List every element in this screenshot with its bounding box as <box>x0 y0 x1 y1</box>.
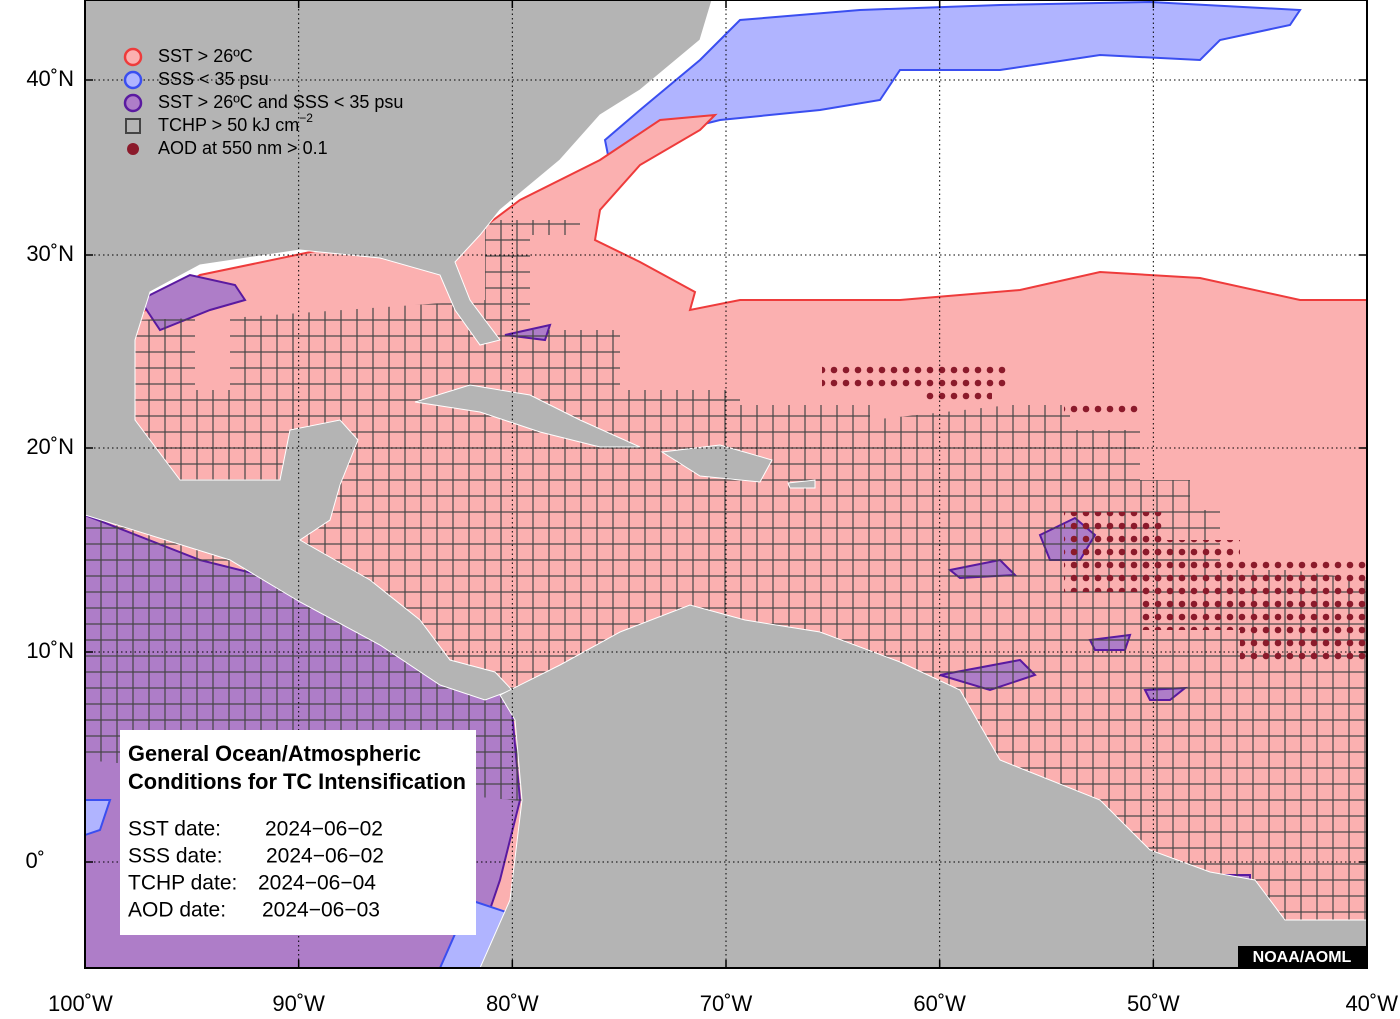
legend-label: SSS < 35 psu <box>158 69 269 89</box>
legend-label: TCHP > 50 kJ cm−2 <box>158 111 313 135</box>
y-tick-label: 0˚ <box>25 848 45 873</box>
axes: 100˚W 90˚W 80˚W 70˚W 60˚W 50˚W 40˚W 0˚ 10˚N 20˚N 3… <box>25 0 1398 1016</box>
legend-label-text: TCHP > 50 kJ cm <box>158 115 299 135</box>
legend-swatch <box>123 70 143 90</box>
legend-swatch <box>125 118 141 134</box>
legend-label: AOD at 550 nm > 0.1 <box>158 138 328 158</box>
legend-label: SST > 26ºC and SSS < 35 psu <box>158 92 403 112</box>
x-tick-label: 70˚W <box>700 991 753 1016</box>
y-tick-label: 40˚N <box>26 66 74 91</box>
x-tick-label: 80˚W <box>486 991 539 1016</box>
info-value: 2024−06−02 <box>266 845 384 868</box>
legend-swatch <box>123 47 143 67</box>
legend-label-sup: −2 <box>299 111 313 125</box>
info-value: 2024−06−02 <box>265 818 383 841</box>
land <box>85 0 1367 968</box>
legend-swatch <box>127 143 139 155</box>
info-label: SSS date: <box>128 845 223 868</box>
info-value: 2024−06−03 <box>262 899 380 922</box>
x-tick-label: 90˚W <box>272 991 325 1016</box>
legend-label: SST > 26ºC <box>158 46 253 66</box>
map-layers <box>85 0 1367 968</box>
info-label: TCHP date: <box>128 872 237 895</box>
sss-region <box>85 799 517 968</box>
credit-bg <box>1238 946 1366 968</box>
info-box: General Ocean/Atmospheric Conditions for… <box>120 730 476 935</box>
info-label: SST date: <box>128 818 221 841</box>
info-title: Conditions for TC Intensification <box>128 769 466 794</box>
info-value: 2024−06−04 <box>258 872 376 895</box>
x-tick-label: 40˚W <box>1345 991 1398 1016</box>
legend: SST > 26ºC SSS < 35 psu SST > 26ºC and S… <box>123 46 403 158</box>
info-title: General Ocean/Atmospheric <box>128 741 421 766</box>
aod-dots <box>822 363 1367 665</box>
info-label: AOD date: <box>128 899 226 922</box>
legend-swatch <box>123 93 143 113</box>
credit: NOAA/AOML <box>1253 949 1352 966</box>
y-tick-label: 10˚N <box>26 638 74 663</box>
x-tick-label: 60˚W <box>913 991 966 1016</box>
info-box-bg <box>120 730 476 935</box>
y-tick-label: 20˚N <box>26 434 74 459</box>
x-tick-label: 50˚W <box>1127 991 1180 1016</box>
x-tick-label: 100˚W <box>48 991 113 1016</box>
y-tick-label: 30˚N <box>26 241 74 266</box>
